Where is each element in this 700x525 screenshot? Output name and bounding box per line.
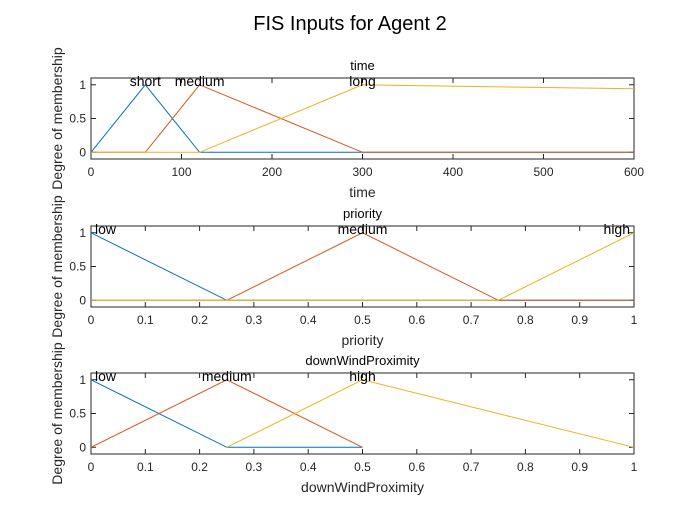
- x-tick-label: 0.7: [463, 313, 480, 327]
- mf-label-short: short: [130, 73, 161, 89]
- y-tick-label: 0: [79, 145, 86, 159]
- series-line-medium: [90, 379, 363, 448]
- subplot-3: 0 0.1 0.2 0.3 0.4 0.5 0.6 0.7 0.8 0.9 1 0 0.5 1 low med…: [49, 342, 638, 495]
- x-tick-label: 0.1: [137, 313, 154, 327]
- subplot-2: 0 0.1 0.2 0.3 0.4 0.5 0.6 0.7 0.8 0.9 1 0 0.5 1 low med…: [49, 195, 638, 348]
- x-tick-label: 0: [88, 313, 95, 327]
- x-tick-label: 0.9: [571, 313, 588, 327]
- x-tick-label: 400: [443, 165, 463, 179]
- x-tick-label: 0.2: [191, 460, 208, 474]
- mf-label-high: high: [604, 221, 630, 237]
- x-tick-label: 0.8: [517, 460, 534, 474]
- y-axis-label: Degree of membership: [49, 195, 65, 338]
- x-tick-label: 0: [88, 460, 95, 474]
- x-tick-label: 0.8: [517, 313, 534, 327]
- series-line-long: [91, 84, 635, 153]
- x-tick-label: 0.3: [246, 460, 263, 474]
- x-tick-label: 200: [262, 165, 282, 179]
- y-tick-label: 1: [79, 78, 86, 92]
- x-tick-label: 100: [171, 165, 191, 179]
- x-axis-label: time: [349, 184, 376, 200]
- subplot-title: priority: [343, 206, 383, 221]
- subplot-title: downWindProximity: [305, 353, 420, 368]
- x-tick-label: 0.5: [354, 313, 371, 327]
- x-tick-label: 0.4: [300, 460, 317, 474]
- x-tick-label: 600: [624, 165, 644, 179]
- x-tick-label: 0.6: [408, 460, 425, 474]
- x-tick-label: 0.1: [137, 460, 154, 474]
- plot-frame: [90, 225, 635, 308]
- y-tick-label: 1: [79, 373, 86, 387]
- mf-label-medium: medium: [338, 221, 388, 237]
- plot-frame: [90, 372, 635, 455]
- x-tick-label: 0.4: [300, 313, 317, 327]
- x-tick-label: 1: [631, 460, 638, 474]
- mf-label-medium: medium: [175, 73, 225, 89]
- mf-label-medium: medium: [202, 368, 252, 384]
- x-axis-label: priority: [341, 332, 383, 348]
- y-tick-label: 0.5: [69, 407, 86, 421]
- y-tick-label: 0.5: [69, 112, 86, 126]
- x-tick-label: 0.7: [463, 460, 480, 474]
- y-tick-label: 0.5: [69, 260, 86, 274]
- x-tick-label: 500: [533, 165, 553, 179]
- x-axis-label: downWindProximity: [301, 479, 424, 495]
- x-tick-label: 0.3: [246, 313, 263, 327]
- series-line-high: [91, 232, 635, 301]
- mf-label-low: low: [95, 221, 117, 237]
- mf-label-long: long: [349, 73, 375, 89]
- mf-label-low: low: [95, 368, 117, 384]
- mf-label-high: high: [349, 368, 375, 384]
- x-tick-label: 0: [88, 165, 95, 179]
- y-axis-label: Degree of membership: [49, 342, 65, 485]
- x-tick-label: 1: [631, 313, 638, 327]
- y-axis-label: Degree of membership: [49, 47, 65, 190]
- x-tick-label: 0.9: [571, 460, 588, 474]
- x-tick-label: 0.5: [354, 460, 371, 474]
- figure-title: FIS Inputs for Agent 2: [253, 13, 446, 35]
- subplot-title: time: [350, 58, 375, 73]
- y-tick-label: 0: [79, 440, 86, 454]
- series-line-high: [226, 379, 635, 448]
- y-tick-label: 1: [79, 226, 86, 240]
- x-tick-label: 0.2: [191, 313, 208, 327]
- plot-frame: [90, 77, 635, 160]
- x-tick-label: 300: [352, 165, 372, 179]
- y-tick-label: 0: [79, 293, 86, 307]
- x-tick-label: 0.6: [408, 313, 425, 327]
